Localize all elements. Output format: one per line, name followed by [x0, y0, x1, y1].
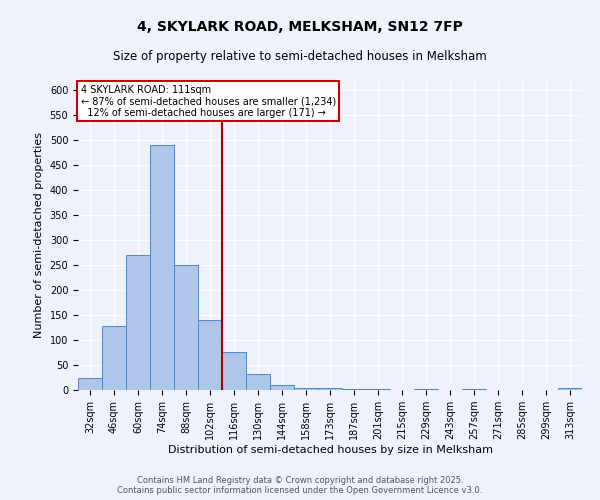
Text: Size of property relative to semi-detached houses in Melksham: Size of property relative to semi-detach… — [113, 50, 487, 63]
Bar — [222, 352, 246, 390]
Bar — [294, 388, 318, 390]
Bar — [174, 265, 198, 390]
X-axis label: Distribution of semi-detached houses by size in Melksham: Distribution of semi-detached houses by … — [167, 445, 493, 455]
Bar — [198, 320, 222, 390]
Bar — [318, 388, 342, 390]
Bar — [558, 388, 582, 390]
Bar — [366, 389, 390, 390]
Bar — [102, 326, 126, 390]
Bar — [246, 374, 270, 390]
Bar — [126, 255, 150, 390]
Bar — [414, 389, 438, 390]
Bar — [78, 378, 102, 390]
Text: Contains HM Land Registry data © Crown copyright and database right 2025.
Contai: Contains HM Land Registry data © Crown c… — [118, 476, 482, 495]
Bar — [462, 389, 486, 390]
Bar — [342, 389, 366, 390]
Bar — [150, 145, 174, 390]
Y-axis label: Number of semi-detached properties: Number of semi-detached properties — [34, 132, 44, 338]
Text: 4, SKYLARK ROAD, MELKSHAM, SN12 7FP: 4, SKYLARK ROAD, MELKSHAM, SN12 7FP — [137, 20, 463, 34]
Bar — [270, 384, 294, 390]
Text: 4 SKYLARK ROAD: 111sqm
← 87% of semi-detached houses are smaller (1,234)
  12% o: 4 SKYLARK ROAD: 111sqm ← 87% of semi-det… — [80, 84, 336, 118]
